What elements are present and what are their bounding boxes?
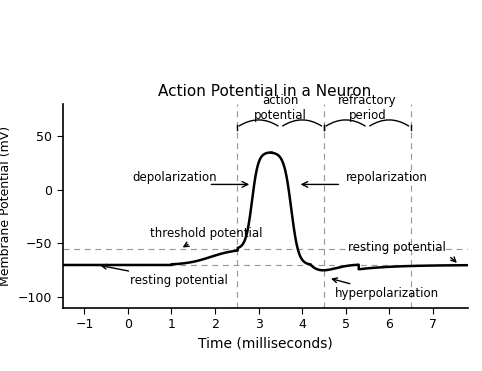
Title: Action Potential in a Neuron: Action Potential in a Neuron: [159, 83, 372, 99]
Text: resting potential: resting potential: [102, 265, 228, 287]
Text: repolarization: repolarization: [346, 171, 428, 184]
Text: refractory
period: refractory period: [338, 94, 397, 122]
Text: resting potential: resting potential: [348, 241, 456, 262]
Text: hyperpolarization: hyperpolarization: [333, 278, 439, 300]
Text: threshold potential: threshold potential: [150, 227, 262, 247]
Text: action
potential: action potential: [254, 94, 307, 122]
X-axis label: Time (milliseconds): Time (milliseconds): [198, 337, 333, 351]
Text: depolarization: depolarization: [133, 171, 217, 184]
Y-axis label: Membrane Potential (mV): Membrane Potential (mV): [0, 126, 13, 286]
